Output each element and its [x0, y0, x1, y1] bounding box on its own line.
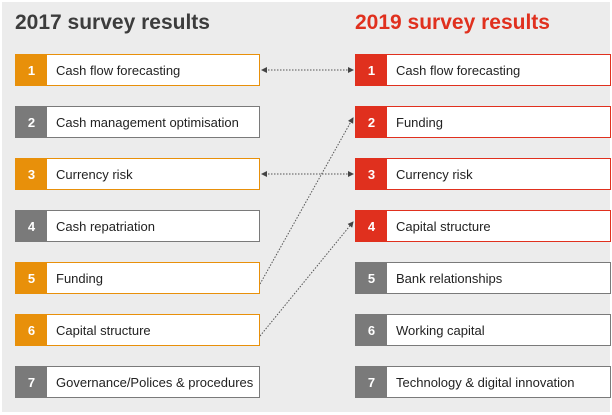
title-2017: 2017 survey results: [15, 11, 210, 34]
rank-label: Cash flow forecasting: [56, 62, 181, 78]
rank-label: Funding: [56, 270, 103, 286]
rank-number: 1: [16, 55, 47, 85]
rank-label: Currency risk: [56, 166, 133, 182]
rank-number: 6: [356, 315, 387, 345]
rank-label: Capital structure: [396, 218, 491, 234]
rank-label: Working capital: [396, 322, 485, 338]
left-rank-item: 6 Capital structure: [15, 314, 260, 346]
rank-label: Capital structure: [56, 322, 151, 338]
right-rank-item: 3 Currency risk: [355, 158, 611, 190]
left-rank-item: 1 Cash flow forecasting: [15, 54, 260, 86]
right-rank-item: 1 Cash flow forecasting: [355, 54, 611, 86]
rank-label: Bank relationships: [396, 270, 503, 286]
rank-label: Cash repatriation: [56, 218, 155, 234]
rank-number: 7: [356, 367, 387, 397]
right-rank-item: 2 Funding: [355, 106, 611, 138]
right-rank-item: 6 Working capital: [355, 314, 611, 346]
rank-label: Cash flow forecasting: [396, 62, 521, 78]
rank-label: Governance/Polices & procedures: [56, 374, 254, 390]
rank-number: 3: [356, 159, 387, 189]
rank-number: 4: [16, 211, 47, 241]
rank-number: 1: [356, 55, 387, 85]
connector-arrow: [259, 117, 354, 285]
left-rank-item: 4 Cash repatriation: [15, 210, 260, 242]
right-rank-item: 7 Technology & digital innovation: [355, 366, 611, 398]
rank-label: Technology & digital innovation: [396, 374, 575, 390]
rank-number: 2: [356, 107, 387, 137]
title-2019: 2019 survey results: [355, 11, 550, 34]
rank-number: 2: [16, 107, 47, 137]
rank-number: 4: [356, 211, 387, 241]
left-rank-item: 5 Funding: [15, 262, 260, 294]
rank-label: Funding: [396, 114, 443, 130]
rank-label: Currency risk: [396, 166, 473, 182]
rank-number: 7: [16, 367, 47, 397]
right-rank-item: 4 Capital structure: [355, 210, 611, 242]
rank-label: Cash management optimisation: [56, 114, 239, 130]
rank-number: 3: [16, 159, 47, 189]
connector-arrow: [259, 221, 354, 337]
rank-number: 5: [356, 263, 387, 293]
right-rank-item: 5 Bank relationships: [355, 262, 611, 294]
left-rank-item: 7 Governance/Polices & procedures: [15, 366, 260, 398]
left-rank-item: 2 Cash management optimisation: [15, 106, 260, 138]
rank-number: 5: [16, 263, 47, 293]
rank-number: 6: [16, 315, 47, 345]
left-rank-item: 3 Currency risk: [15, 158, 260, 190]
